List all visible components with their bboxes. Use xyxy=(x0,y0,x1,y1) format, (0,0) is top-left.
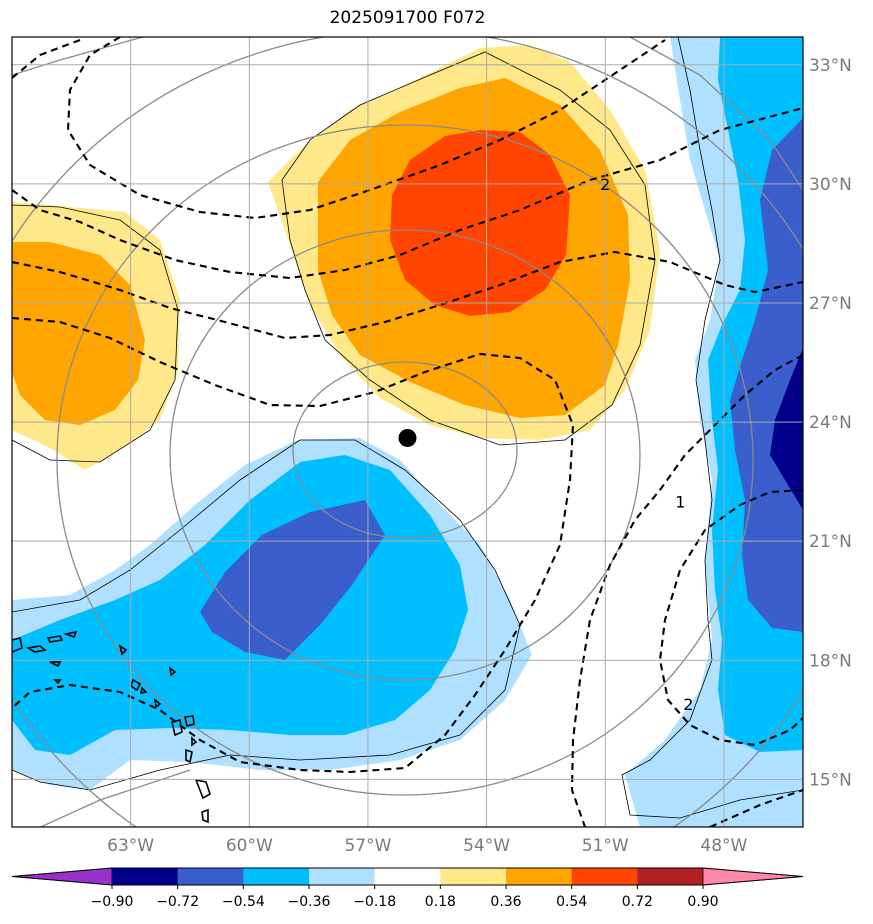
map-area: 2 1 2 xyxy=(12,37,803,827)
colorbar-tick-label: −0.36 xyxy=(288,894,331,910)
colorbar-tick-label: 0.54 xyxy=(556,894,587,910)
latitude-tick-label: 33°N xyxy=(809,56,852,76)
coastlines xyxy=(12,630,211,824)
negative-anomaly-southwest-strong xyxy=(200,500,385,660)
longitude-tick-label: 48°W xyxy=(700,836,747,856)
colorbar-segment xyxy=(637,868,704,885)
longitude-tick-label: 60°W xyxy=(226,836,273,856)
colorbar-segment xyxy=(440,868,507,885)
map-title: 2025091700 F072 xyxy=(329,8,486,28)
colorbar-segment xyxy=(112,868,179,885)
negative-anomaly-east-strong xyxy=(730,118,803,632)
longitude-tick-label: 63°W xyxy=(107,836,154,856)
anomaly-outlines xyxy=(12,37,803,819)
colorbar-tick-label: 0.90 xyxy=(687,894,718,910)
gridlines xyxy=(12,37,803,827)
colorbar-segment xyxy=(506,868,573,885)
geopotential-contours xyxy=(12,37,803,827)
longitude-tick-label: 51°W xyxy=(582,836,629,856)
latitude-tick-label: 21°N xyxy=(809,532,852,552)
dashed-contours xyxy=(12,37,803,827)
negative-anomaly-east-strongest xyxy=(770,348,803,510)
contour-value-label: 2 xyxy=(683,695,693,714)
colorbar-tick-label: −0.18 xyxy=(353,894,396,910)
colorbar-tick-label: −0.54 xyxy=(222,894,265,910)
colorbar-tick-label: 0.36 xyxy=(490,894,521,910)
colorbar-segment xyxy=(571,868,638,885)
latitude-tick-label: 18°N xyxy=(809,651,852,671)
colorbar-extend-high xyxy=(702,867,804,886)
colorbar-tick-label: 0.72 xyxy=(622,894,653,910)
longitude-tick-label: 54°W xyxy=(463,836,510,856)
positive-anomaly-west-medium xyxy=(12,242,145,425)
colorbar: −0.90 −0.72 −0.54 −0.36 −0.18 0.18 0.36 0.54 0.7… xyxy=(11,867,804,910)
colorbar-tick-label: −0.90 xyxy=(91,894,134,910)
colorbar-tick-label: 0.18 xyxy=(425,894,456,910)
colorbar-segment xyxy=(243,868,310,885)
contour-value-label: 1 xyxy=(675,492,685,511)
latitude-tick-label: 27°N xyxy=(809,294,852,314)
storm-center-marker xyxy=(398,428,417,447)
latitude-tick-label: 24°N xyxy=(809,413,852,433)
colorbar-extend-low xyxy=(11,867,113,886)
colorbar-tick-label: −0.72 xyxy=(156,894,199,910)
colorbar-segment xyxy=(309,868,376,885)
longitude-tick-label: 57°W xyxy=(344,836,391,856)
colorbar-segment xyxy=(374,868,441,885)
longitude-labels: 63°W 60°W 57°W 54°W 51°W 48°W xyxy=(107,836,747,856)
map-frame xyxy=(11,36,804,828)
latitude-labels: 33°N 30°N 27°N 24°N 21°N 18°N 15°N xyxy=(809,56,852,791)
contour-labels: 2 1 2 xyxy=(600,175,693,714)
latitude-tick-label: 30°N xyxy=(809,175,852,195)
contour-value-label: 2 xyxy=(600,175,610,194)
colorbar-segment xyxy=(177,868,244,885)
latitude-tick-label: 15°N xyxy=(809,770,852,790)
